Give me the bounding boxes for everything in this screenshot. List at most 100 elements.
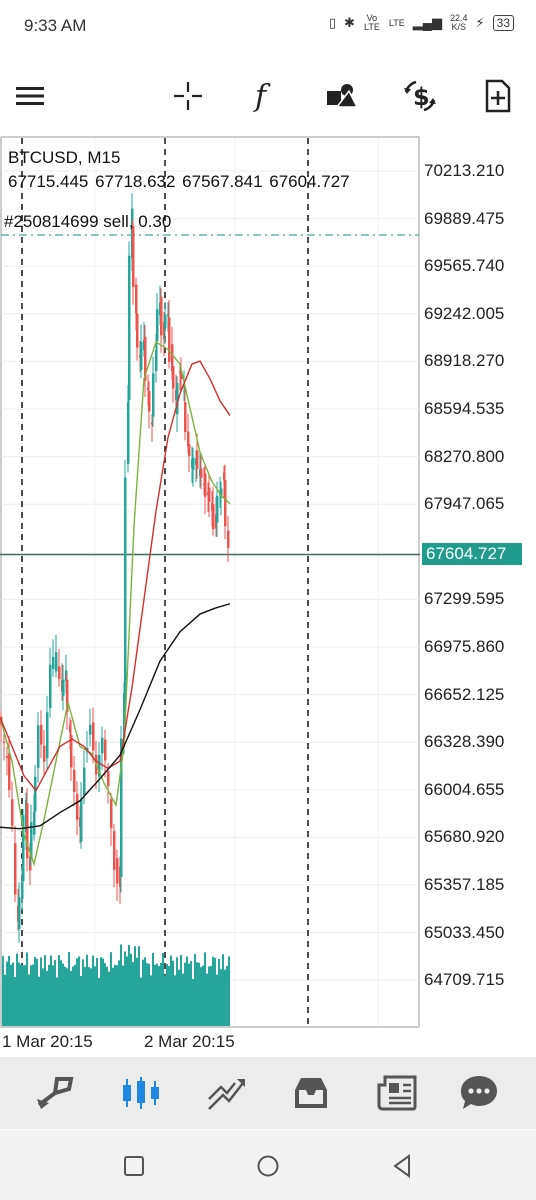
- candle-body: [224, 479, 227, 527]
- volume-bar: [152, 952, 154, 1026]
- candle-body: [144, 336, 147, 381]
- volume-bar: [38, 976, 40, 1026]
- candle-body: [58, 666, 61, 680]
- volume-bar: [2, 956, 4, 1026]
- charging-icon: ⚡: [475, 15, 485, 30]
- volume-bar: [122, 965, 124, 1026]
- vibrate-icon: ▯: [328, 15, 336, 30]
- candle-body: [83, 767, 86, 796]
- ma-fast-line: [0, 340, 231, 867]
- volume-bar: [126, 956, 128, 1026]
- volume-bar: [198, 962, 200, 1026]
- volume-bar: [166, 964, 168, 1026]
- lte-icon: LTE: [388, 17, 405, 28]
- volume-bar: [140, 977, 142, 1026]
- price-label: 68594.535: [424, 399, 505, 418]
- candle-body: [33, 812, 36, 835]
- candle-body: [107, 771, 110, 787]
- home-button[interactable]: [246, 1144, 290, 1188]
- time-label: 1 Mar 20:15: [2, 1032, 93, 1051]
- chart-icon: [123, 1077, 159, 1109]
- volume-bar: [56, 977, 58, 1026]
- volume-bar: [10, 964, 12, 1026]
- volume-bar: [228, 956, 230, 1026]
- volume-bar: [210, 965, 212, 1026]
- indicators-button[interactable]: f: [238, 62, 290, 130]
- candle-body: [40, 724, 43, 745]
- crosshair-button[interactable]: [162, 62, 214, 130]
- candle-body: [18, 897, 21, 930]
- nav-trade[interactable]: [192, 1057, 262, 1129]
- objects-button[interactable]: [316, 62, 368, 130]
- trade-button[interactable]: $: [394, 62, 446, 130]
- candle-body: [184, 402, 187, 432]
- price-label: 65033.450: [424, 922, 505, 942]
- volume-bar: [6, 961, 8, 1026]
- candle-body: [52, 656, 55, 670]
- ma-slow-line: [0, 603, 231, 830]
- volume-bar: [54, 960, 56, 1026]
- quotes-icon: [37, 1077, 74, 1109]
- price-label: 69242.005: [424, 303, 505, 323]
- nav-messages[interactable]: [444, 1057, 514, 1129]
- recent-apps-button[interactable]: [112, 1144, 156, 1188]
- volume-bar: [36, 958, 38, 1026]
- volume-bar: [112, 967, 114, 1026]
- candle-body: [22, 815, 25, 882]
- volume-bar: [114, 964, 116, 1026]
- price-chart[interactable]: BTCUSD, M15 67715.445 67718.632 67567.84…: [0, 136, 536, 1056]
- volume-bar: [108, 971, 110, 1026]
- volume-bar: [156, 963, 158, 1026]
- chart-ohlc: 67715.445 67718.632 67567.841 67604.727: [8, 172, 350, 191]
- candle-body: [171, 344, 174, 372]
- back-icon: [393, 1154, 410, 1178]
- candle-body: [101, 737, 104, 754]
- volume-bar: [14, 977, 16, 1026]
- volume-bar: [76, 958, 78, 1026]
- nav-news[interactable]: [362, 1057, 432, 1129]
- volume-bar: [208, 966, 210, 1026]
- candle-body: [30, 822, 33, 859]
- home-icon: [257, 1155, 279, 1177]
- candle-body: [46, 712, 49, 759]
- price-label: 67299.595: [424, 589, 505, 609]
- new-template-button[interactable]: [472, 62, 524, 130]
- nav-quotes[interactable]: [20, 1057, 90, 1129]
- volume-bar: [120, 944, 122, 1026]
- price-label: 67947.065: [424, 494, 505, 514]
- candle-body: [65, 670, 68, 682]
- volume-bar: [196, 962, 198, 1026]
- price-label: 64709.715: [424, 970, 505, 990]
- volume-bar: [218, 958, 220, 1026]
- menu-button[interactable]: [4, 62, 56, 130]
- candle-body: [167, 313, 170, 316]
- candle-body: [14, 843, 17, 895]
- candle-body: [29, 856, 32, 871]
- volume-bar: [26, 952, 28, 1026]
- price-label: 66328.390: [424, 732, 505, 752]
- volume-bar: [22, 965, 24, 1026]
- bottom-nav: [0, 1057, 536, 1129]
- chart-canvas[interactable]: [0, 136, 536, 1056]
- status-time: 9:33 AM: [24, 16, 87, 35]
- volume-bar: [106, 966, 108, 1026]
- candle-body: [216, 495, 219, 523]
- price-label: 66975.860: [424, 637, 505, 656]
- candle-body: [220, 488, 223, 498]
- volume-bar: [18, 962, 20, 1026]
- candle-body: [212, 504, 215, 530]
- price-label: 66652.125: [424, 684, 505, 704]
- price-label: 70213.210: [424, 161, 505, 180]
- price-label: 69565.740: [424, 256, 505, 276]
- candle-body: [179, 371, 182, 373]
- objects-icon: [327, 84, 359, 108]
- net-speed: 22.4 K/S: [449, 13, 468, 32]
- nav-history[interactable]: [276, 1057, 346, 1129]
- volume-bar: [128, 944, 130, 1026]
- volume-bar: [172, 960, 174, 1026]
- nav-chart[interactable]: [106, 1057, 176, 1129]
- candle-body: [176, 382, 179, 415]
- volume-bar: [24, 965, 26, 1026]
- back-button[interactable]: [380, 1144, 424, 1188]
- volume-bar: [94, 966, 96, 1026]
